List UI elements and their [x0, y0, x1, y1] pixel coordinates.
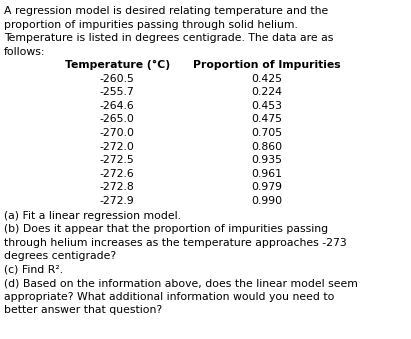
Text: 0.475: 0.475	[252, 115, 283, 124]
Text: 0.979: 0.979	[252, 182, 283, 192]
Text: appropriate? What additional information would you need to: appropriate? What additional information…	[4, 292, 335, 302]
Text: -255.7: -255.7	[100, 87, 134, 97]
Text: -272.8: -272.8	[100, 182, 134, 192]
Text: through helium increases as the temperature approaches -273: through helium increases as the temperat…	[4, 238, 347, 248]
Text: degrees centigrade?: degrees centigrade?	[4, 251, 116, 261]
Text: 0.425: 0.425	[252, 74, 283, 84]
Text: -270.0: -270.0	[99, 128, 135, 138]
Text: 0.860: 0.860	[252, 141, 283, 152]
Text: Temperature (°C): Temperature (°C)	[65, 60, 170, 71]
Text: 0.990: 0.990	[252, 196, 283, 206]
Text: 0.224: 0.224	[252, 87, 283, 97]
Text: -272.9: -272.9	[100, 196, 134, 206]
Text: 0.705: 0.705	[252, 128, 283, 138]
Text: Proportion of Impurities: Proportion of Impurities	[193, 60, 341, 70]
Text: A regression model is desired relating temperature and the: A regression model is desired relating t…	[4, 6, 328, 16]
Text: -265.0: -265.0	[100, 115, 134, 124]
Text: (b) Does it appear that the proportion of impurities passing: (b) Does it appear that the proportion o…	[4, 224, 328, 234]
Text: (d) Based on the information above, does the linear model seem: (d) Based on the information above, does…	[4, 278, 358, 288]
Text: -272.6: -272.6	[100, 168, 134, 179]
Text: -272.0: -272.0	[100, 141, 134, 152]
Text: (a) Fit a linear regression model.: (a) Fit a linear regression model.	[4, 211, 181, 221]
Text: -272.5: -272.5	[100, 155, 134, 165]
Text: (c) Find R².: (c) Find R².	[4, 265, 63, 275]
Text: -260.5: -260.5	[100, 74, 134, 84]
Text: proportion of impurities passing through solid helium.: proportion of impurities passing through…	[4, 20, 298, 29]
Text: better answer that question?: better answer that question?	[4, 305, 162, 315]
Text: Temperature is listed in degrees centigrade. The data are as: Temperature is listed in degrees centigr…	[4, 33, 333, 43]
Text: -264.6: -264.6	[100, 101, 134, 111]
Text: 0.935: 0.935	[252, 155, 283, 165]
Text: follows:: follows:	[4, 47, 46, 57]
Text: 0.453: 0.453	[252, 101, 283, 111]
Text: 0.961: 0.961	[252, 168, 283, 179]
